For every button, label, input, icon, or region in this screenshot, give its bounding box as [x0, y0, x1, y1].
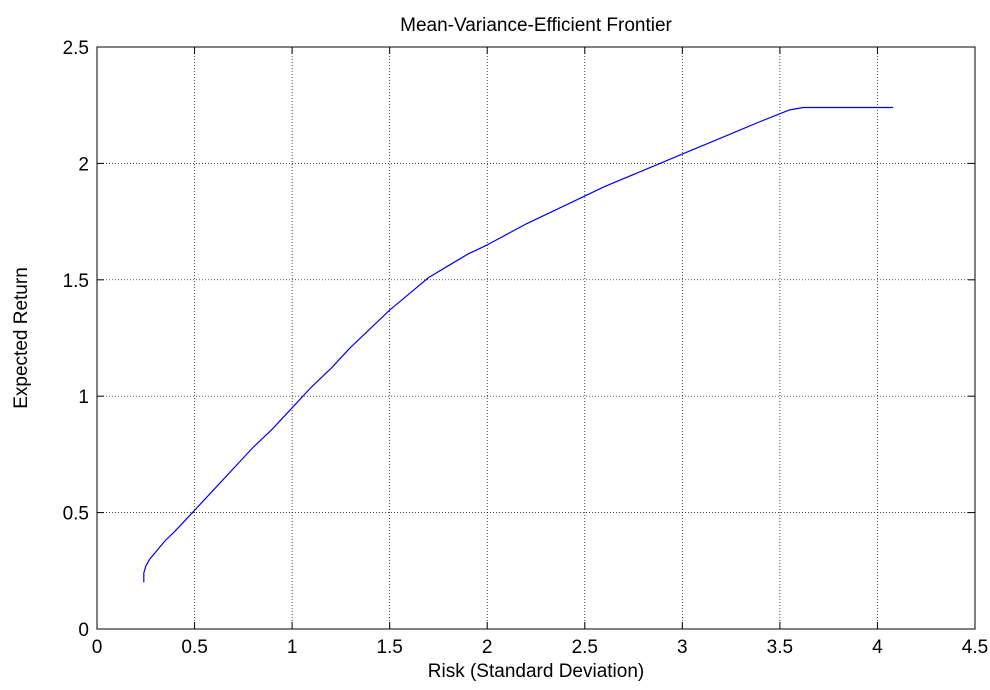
chart-title: Mean-Variance-Efficient Frontier: [400, 15, 672, 36]
x-tick-label: 3.5: [767, 637, 793, 658]
y-tick-label: 2: [78, 154, 89, 175]
x-tick-label: 0.5: [181, 637, 207, 658]
x-tick-label: 0: [92, 637, 103, 658]
x-axis-label: Risk (Standard Deviation): [428, 661, 644, 682]
y-tick-label: 1: [78, 387, 89, 408]
y-tick-label: 0.5: [63, 504, 89, 525]
frontier-line: [143, 106, 894, 583]
x-tick-label: 4: [872, 637, 883, 658]
y-tick-label: 0: [78, 620, 89, 641]
x-tick-label: 4.5: [962, 637, 988, 658]
x-tick-label: 1.5: [376, 637, 402, 658]
y-tick-label: 2.5: [63, 38, 89, 59]
grid-lines: [97, 47, 975, 629]
y-tick-label: 1.5: [63, 271, 89, 292]
y-axis-label: Expected Return: [11, 267, 32, 409]
series-layer: [143, 106, 894, 583]
axis-ticks: 0 0.5 1 1.5 2 2.5 3 3.5 4 4.5 0 0.5 1 1.5 2 2.5: [63, 38, 989, 658]
x-tick-label: 2.5: [572, 637, 598, 658]
plot-area-frame: [96, 46, 976, 630]
x-tick-label: 2: [482, 637, 493, 658]
x-tick-label: 1: [287, 637, 298, 658]
x-tick-label: 3: [677, 637, 688, 658]
